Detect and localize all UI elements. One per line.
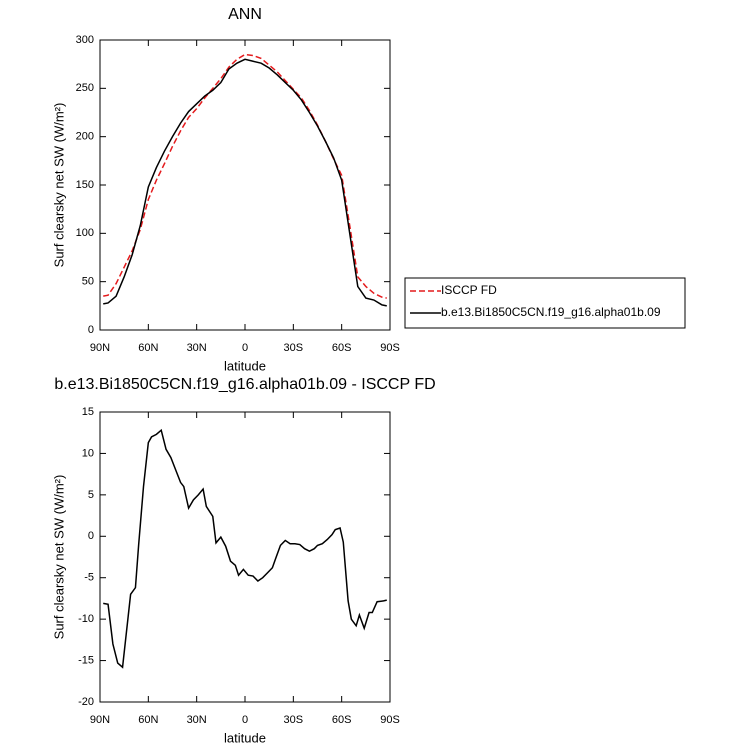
- y-tick-label: 5: [88, 489, 94, 501]
- y-tick-label: -10: [78, 613, 94, 625]
- x-tick-label: 90N: [90, 342, 110, 354]
- y-tick-label: 0: [88, 530, 94, 542]
- legend-label: ISCCP FD: [441, 283, 497, 297]
- chart-title: b.e13.Bi1850C5CN.f19_g16.alpha01b.09 - I…: [54, 376, 435, 393]
- x-tick-label: 90S: [380, 342, 400, 354]
- data-line: [103, 428, 387, 669]
- x-tick-label: 0: [242, 342, 248, 354]
- y-tick-label: -20: [78, 696, 94, 708]
- y-axis-label: Surf clearsky net SW (W/m²): [51, 103, 66, 268]
- y-tick-label: 100: [76, 227, 94, 239]
- plot-frame: [99, 411, 391, 703]
- plot-frame: [99, 39, 391, 331]
- x-axis-label: latitude: [224, 358, 266, 373]
- x-tick-label: 90S: [380, 714, 400, 726]
- y-tick-label: 10: [82, 447, 94, 459]
- y-tick-label: 250: [76, 82, 94, 94]
- y-tick-label: -15: [78, 654, 94, 666]
- x-tick-label: 60N: [138, 714, 158, 726]
- x-tick-label: 30S: [284, 714, 304, 726]
- y-tick-label: -5: [84, 572, 94, 584]
- y-tick-label: 15: [82, 406, 94, 418]
- y-tick-label: 0: [88, 324, 94, 336]
- data-line: [103, 53, 387, 299]
- y-tick-label: 300: [76, 34, 94, 46]
- y-axis-label: Surf clearsky net SW (W/m²): [51, 475, 66, 640]
- y-tick-label: 200: [76, 131, 94, 143]
- x-tick-label: 60N: [138, 342, 158, 354]
- x-tick-label: 0: [242, 714, 248, 726]
- x-tick-label: 30N: [187, 342, 207, 354]
- legend-box: [404, 277, 686, 329]
- x-tick-label: 60S: [332, 714, 352, 726]
- x-tick-label: 90N: [90, 714, 110, 726]
- x-tick-label: 60S: [332, 342, 352, 354]
- chart-title: ANN: [228, 6, 262, 23]
- x-tick-label: 30N: [187, 714, 207, 726]
- x-tick-label: 30S: [284, 342, 304, 354]
- legend-label: b.e13.Bi1850C5CN.f19_g16.alpha01b.09: [441, 305, 661, 319]
- y-tick-label: 150: [76, 179, 94, 191]
- x-axis-label: latitude: [224, 730, 266, 745]
- y-tick-label: 50: [82, 276, 94, 288]
- data-line: [103, 58, 387, 307]
